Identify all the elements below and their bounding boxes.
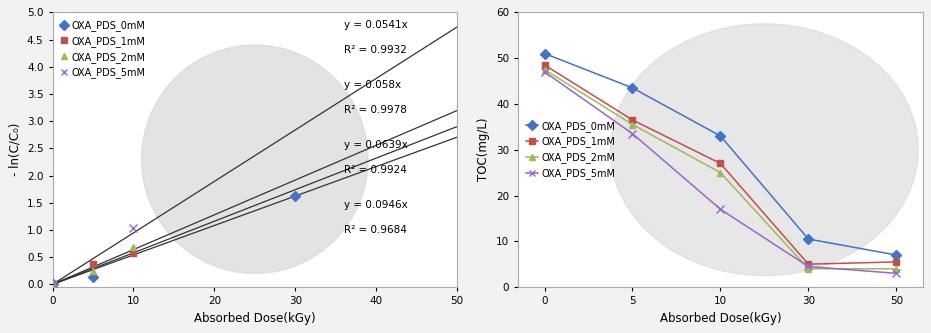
OXA_PDS_0mM: [715, 134, 726, 138]
Legend: OXA_PDS_0mM, OXA_PDS_1mM, OXA_PDS_2mM, OXA_PDS_5mM: OXA_PDS_0mM, OXA_PDS_1mM, OXA_PDS_2mM, O…: [58, 17, 149, 81]
Line: OXA_PDS_5mM: OXA_PDS_5mM: [540, 68, 900, 277]
Text: R² = 0.9924: R² = 0.9924: [344, 165, 407, 175]
Line: OXA_PDS_1mM: OXA_PDS_1mM: [541, 62, 899, 268]
OXA_PDS_0mM: [891, 253, 902, 257]
Text: y = 0.058x: y = 0.058x: [344, 80, 401, 90]
Text: y = 0.0541x: y = 0.0541x: [344, 21, 408, 31]
Text: R² = 0.9684: R² = 0.9684: [344, 224, 407, 234]
OXA_PDS_1mM: [715, 162, 726, 166]
OXA_PDS_0mM: [539, 52, 550, 56]
OXA_PDS_5mM: [627, 132, 638, 136]
OXA_PDS_2mM: [803, 267, 814, 271]
OXA_PDS_5mM: [715, 207, 726, 211]
Y-axis label: TOC(mg/L): TOC(mg/L): [478, 118, 491, 181]
Line: OXA_PDS_2mM: OXA_PDS_2mM: [541, 66, 899, 272]
OXA_PDS_5mM: [891, 271, 902, 275]
Text: y = 0.0639x: y = 0.0639x: [344, 140, 408, 150]
OXA_PDS_1mM: [128, 251, 139, 255]
OXA_PDS_2mM: [891, 267, 902, 271]
Text: R² = 0.9978: R² = 0.9978: [344, 105, 407, 115]
OXA_PDS_0mM: [290, 194, 301, 198]
OXA_PDS_1mM: [891, 260, 902, 264]
Text: y = 0.0946x: y = 0.0946x: [344, 200, 408, 210]
Y-axis label: - ln(C/C₀): - ln(C/C₀): [8, 123, 21, 176]
Ellipse shape: [611, 24, 918, 276]
Line: OXA_PDS_5mM: OXA_PDS_5mM: [48, 224, 138, 288]
OXA_PDS_0mM: [47, 282, 58, 286]
OXA_PDS_2mM: [88, 269, 99, 273]
OXA_PDS_5mM: [128, 226, 139, 230]
Line: OXA_PDS_0mM: OXA_PDS_0mM: [49, 193, 299, 288]
OXA_PDS_2mM: [128, 245, 139, 249]
OXA_PDS_2mM: [539, 68, 550, 72]
OXA_PDS_2mM: [627, 123, 638, 127]
OXA_PDS_2mM: [47, 282, 58, 286]
OXA_PDS_1mM: [539, 63, 550, 67]
OXA_PDS_1mM: [88, 262, 99, 266]
OXA_PDS_5mM: [803, 264, 814, 268]
Text: R² = 0.9932: R² = 0.9932: [344, 45, 407, 55]
OXA_PDS_2mM: [715, 170, 726, 174]
OXA_PDS_5mM: [539, 70, 550, 74]
OXA_PDS_1mM: [803, 262, 814, 266]
Line: OXA_PDS_1mM: OXA_PDS_1mM: [49, 249, 137, 288]
X-axis label: Absorbed Dose(kGy): Absorbed Dose(kGy): [194, 312, 316, 325]
OXA_PDS_1mM: [47, 282, 58, 286]
OXA_PDS_5mM: [47, 282, 58, 286]
OXA_PDS_1mM: [627, 118, 638, 122]
Legend: OXA_PDS_0mM, OXA_PDS_1mM, OXA_PDS_2mM, OXA_PDS_5mM: OXA_PDS_0mM, OXA_PDS_1mM, OXA_PDS_2mM, O…: [523, 118, 618, 182]
OXA_PDS_0mM: [803, 237, 814, 241]
OXA_PDS_0mM: [88, 275, 99, 279]
OXA_PDS_0mM: [627, 86, 638, 90]
X-axis label: Absorbed Dose(kGy): Absorbed Dose(kGy): [659, 312, 781, 325]
Ellipse shape: [142, 45, 368, 273]
Line: OXA_PDS_2mM: OXA_PDS_2mM: [49, 243, 137, 288]
Line: OXA_PDS_0mM: OXA_PDS_0mM: [541, 50, 899, 258]
